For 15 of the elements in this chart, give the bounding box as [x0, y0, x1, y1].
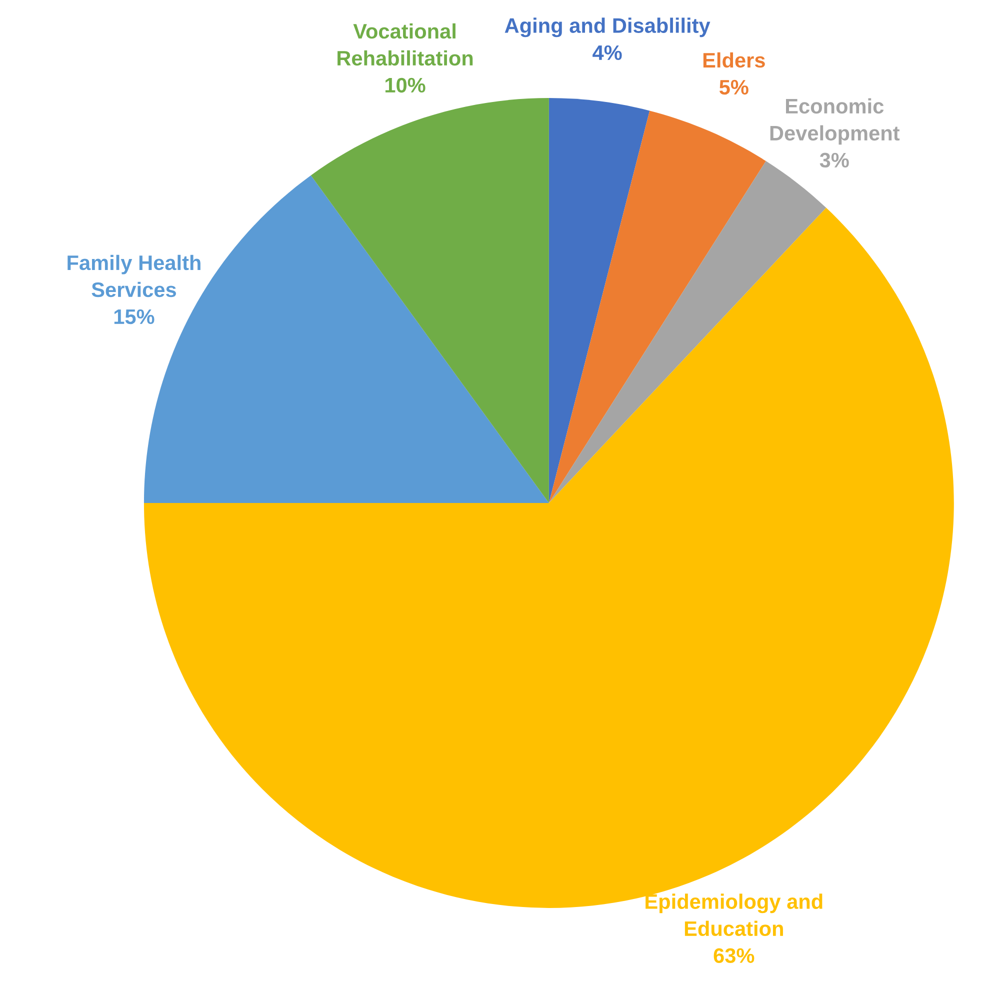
pie-slice	[548, 110, 766, 503]
slice-label: Aging and Disablility	[504, 18, 710, 38]
pie-slice	[310, 98, 549, 503]
slice-label: Family Health Services	[68, 254, 200, 298]
data-label: 4%	[592, 45, 622, 60]
data-label: 5%	[719, 80, 748, 95]
data-label: 63%	[714, 948, 754, 964]
pie-slice	[548, 98, 650, 503]
data-label: 3%	[820, 152, 849, 168]
slice-label: Elders	[703, 52, 765, 68]
slice-label: Vocational Rehabilitation	[338, 23, 473, 66]
data-label: 15%	[114, 309, 154, 324]
slice-label: Epidemiology and Education	[646, 894, 822, 936]
slice-label: Economic Development	[770, 98, 900, 145]
data-label: 10%	[385, 78, 426, 93]
